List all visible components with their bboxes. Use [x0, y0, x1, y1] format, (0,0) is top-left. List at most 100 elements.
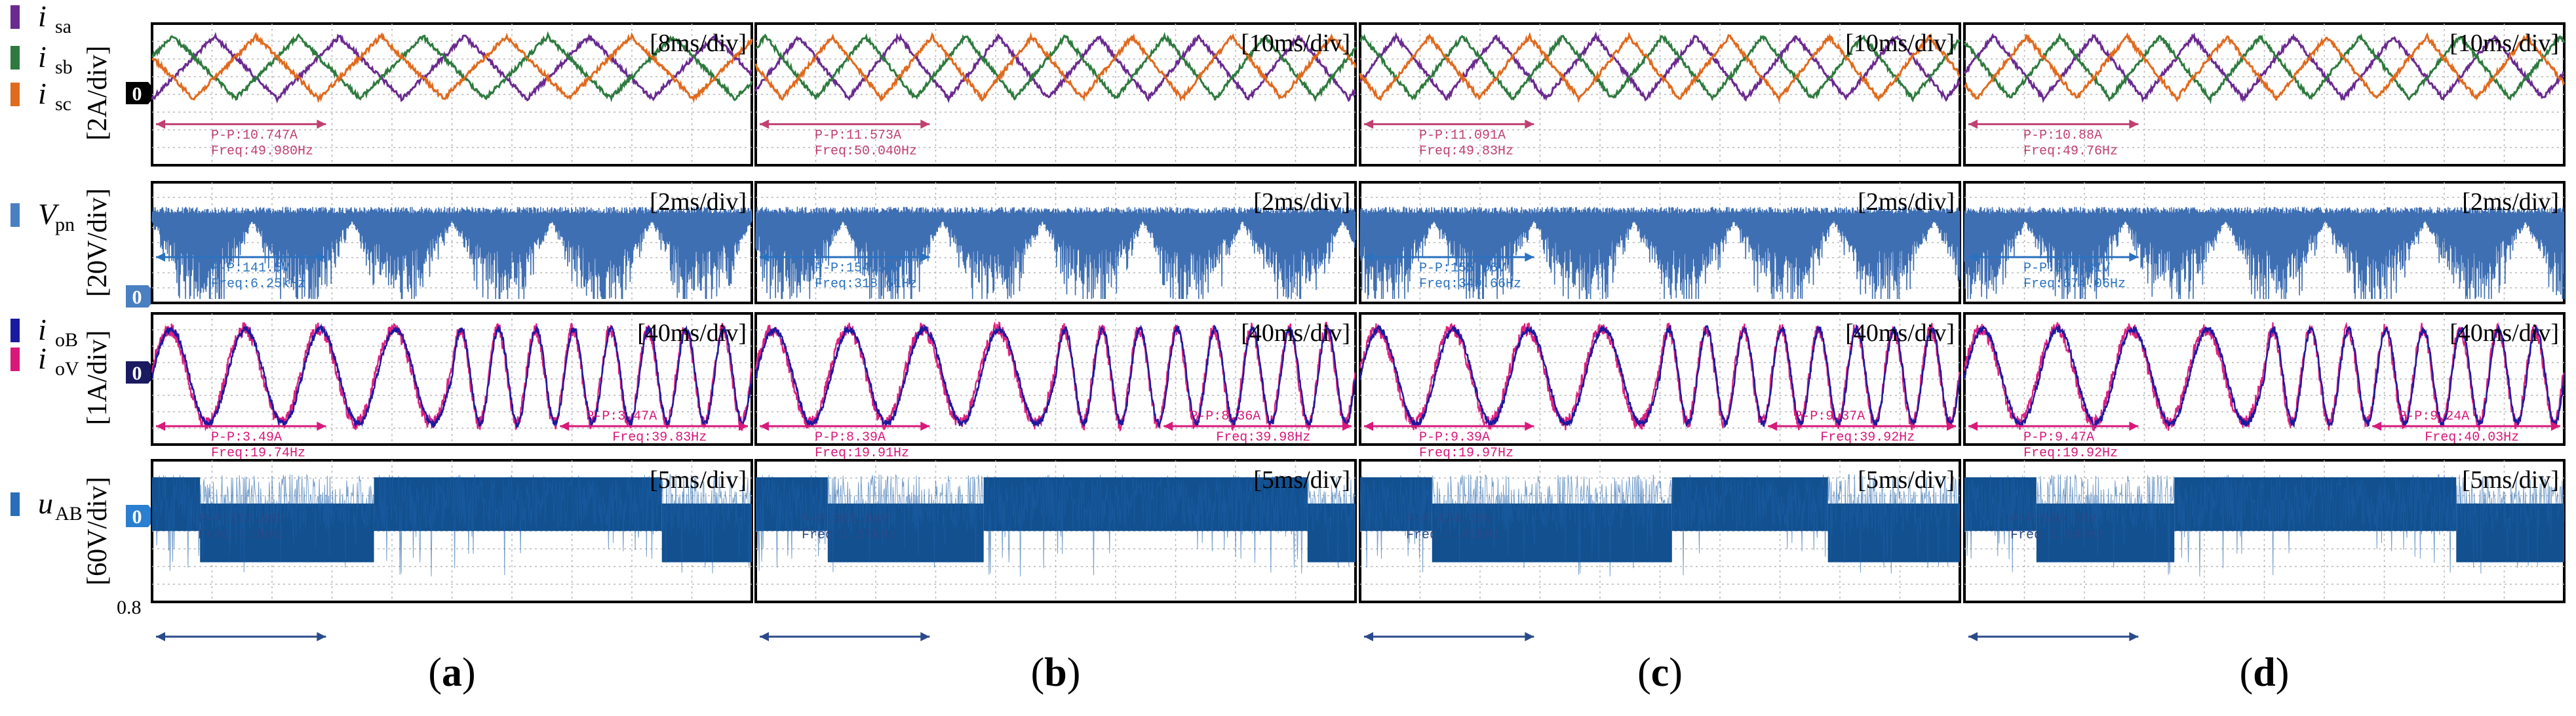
isb-series-line [1963, 32, 2566, 105]
measure-peak-peak: P-P:500.78V [2010, 512, 2097, 527]
legend-symbol-pn: V [38, 197, 60, 231]
subfigure-caption: (c) [1637, 650, 1683, 695]
measure-arrow-head-right [920, 632, 930, 641]
timebase-label: [8ms/div] [650, 30, 747, 57]
measure-peak-peak: P-P:9.39A [1419, 430, 1490, 445]
legend-subscript-sb: sb [55, 56, 73, 78]
caption-close-paren: ) [462, 650, 476, 695]
measure-arrow-head-left [760, 119, 769, 129]
measure-arrow-head-right [920, 119, 930, 129]
timebase-label: [2ms/div] [1858, 188, 1955, 216]
timebase-label: [10ms/div] [1241, 30, 1350, 57]
measure-peak-peak: P-P:11.573A [815, 128, 901, 143]
caption-letter: b [1044, 650, 1066, 695]
legend-symbol-sb: i [38, 40, 47, 73]
measure-frequency: Freq:674.06Hz [2023, 277, 2126, 292]
measure-arrow-2-head-right [1342, 422, 1352, 431]
timebase-label: [5ms/div] [1858, 466, 1955, 494]
legend-swatch-sb [10, 46, 20, 70]
timebase-label: [5ms/div] [2462, 466, 2559, 494]
measure-arrow-2-head-left [560, 422, 570, 431]
measure-arrow-2-head-right [2551, 422, 2560, 431]
zero-marker-row2: 0 [126, 285, 157, 308]
measure-peak-peak-2: P-P:8.36A [1190, 409, 1260, 424]
measure-frequency: Freq:19.92Hz [2023, 446, 2118, 461]
measure-frequency: Freq:1.84kHz [2010, 528, 2105, 543]
measure-frequency-2: Freq:39.83Hz [612, 430, 707, 445]
uab-series-line [1359, 474, 1961, 577]
measure-arrow-head-left [1968, 252, 1978, 262]
zero-marker-text: 0 [132, 363, 142, 384]
isc-series-line [151, 31, 753, 104]
measure-arrow-head-left [156, 422, 165, 431]
measure-peak-peak: P-P:10.88A [2023, 128, 2102, 143]
isa-series-line [754, 33, 1356, 104]
measure-peak-peak: P-P:154.59V [815, 261, 901, 276]
measure-arrow-head-right [1525, 119, 1534, 129]
vpn-series-line [1964, 207, 2565, 300]
timebase-label: [40ms/div] [637, 319, 747, 347]
measure-peak-peak: P-P:147.81V [2023, 261, 2110, 276]
vpn-series-line [755, 207, 1356, 300]
measure-arrow-head-left [156, 119, 165, 129]
uab-series-line [755, 474, 1356, 577]
measure-arrow-head-right [1525, 632, 1534, 641]
iob-series-line [151, 323, 753, 429]
uab-series-line [151, 474, 752, 577]
vpn-series-line [151, 207, 752, 300]
caption-open-paren: ( [428, 650, 442, 695]
caption-open-paren: ( [2240, 650, 2254, 695]
vpn-series-line [1359, 207, 1961, 300]
isb-series-line [755, 31, 1357, 103]
measure-arrow-head-right [2129, 422, 2139, 431]
caption-letter: a [442, 650, 462, 695]
measure-peak-peak: P-P:10.747A [211, 128, 298, 143]
iob-series-line [1359, 323, 1961, 429]
measure-arrow-head-left [1968, 422, 1978, 431]
measure-arrow-head-right [2129, 119, 2139, 129]
caption-close-paren: ) [2276, 650, 2290, 695]
isa-series-line [1359, 31, 1961, 102]
measure-frequency: Freq:19.91Hz [815, 446, 909, 461]
measure-peak-peak: P-P:8.39A [815, 430, 886, 445]
legend-subscript-AB: AB [55, 503, 83, 525]
measure-arrow-2-head-right [739, 422, 748, 431]
timebase-label: [40ms/div] [2449, 319, 2559, 347]
timebase-label: [5ms/div] [1253, 466, 1350, 494]
isc-series-line [1359, 31, 1961, 104]
zero-marker-row1: 0 [126, 82, 157, 105]
legend-row4: u AB [10, 487, 83, 525]
zero-marker-text: 0 [132, 506, 142, 528]
isb-series-line [1359, 33, 1961, 103]
legend-swatch-sa [10, 5, 20, 29]
measure-arrow-head-left [156, 252, 165, 262]
measure-peak-peak-2: P-P:9.37A [1794, 409, 1865, 424]
timebase-label: [10ms/div] [2449, 30, 2559, 57]
caption-open-paren: ( [1637, 650, 1651, 695]
measure-arrow-head-right [1525, 252, 1534, 262]
subfigure-caption: (d) [2240, 650, 2290, 695]
scale-label-row2: [20V/div] [83, 188, 113, 297]
measure-frequency: Freq:49.980Hz [211, 144, 313, 159]
timebase-label: [10ms/div] [1845, 30, 1955, 57]
measure-arrow-head-right [2129, 632, 2139, 641]
measure-frequency: Freq:49.76Hz [2023, 144, 2118, 159]
measure-peak-peak: P-P:303.09V [802, 512, 888, 527]
isc-series-line [1963, 31, 2566, 103]
iob-series-line [1963, 324, 2566, 429]
measure-frequency: Freq:349.66Hz [1419, 277, 1521, 292]
